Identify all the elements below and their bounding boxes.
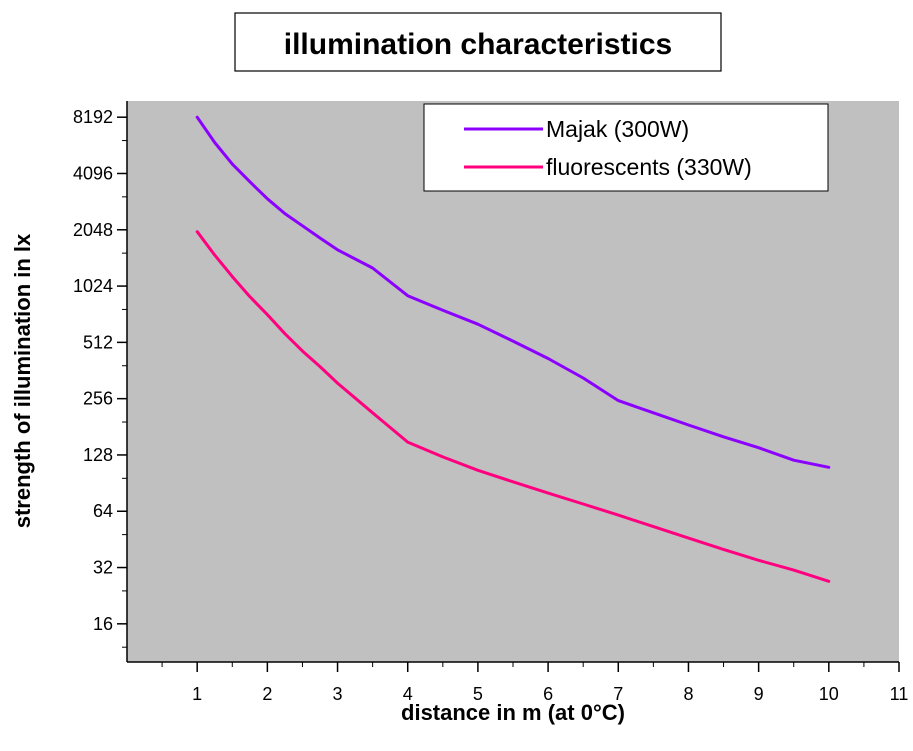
x-tick-label: 4 (403, 684, 413, 704)
x-tick-label: 6 (543, 684, 553, 704)
x-tick-label: 3 (333, 684, 343, 704)
legend-box (423, 103, 829, 192)
y-tick-label: 32 (93, 558, 113, 578)
y-tick-label: 8192 (73, 107, 113, 127)
y-tick-label: 512 (83, 332, 113, 352)
y-axis-label: strength of illumination in lx (10, 233, 35, 528)
legend-label-majak: Majak (300W) (546, 116, 689, 142)
y-tick-label: 64 (93, 501, 113, 521)
legend: Majak (300W) fluorescents (330W) (423, 103, 829, 192)
x-tick-label: 1 (192, 684, 202, 704)
y-tick-label: 2048 (73, 220, 113, 240)
x-tick-label: 10 (819, 684, 839, 704)
title-box (234, 12, 722, 72)
series-lines (195, 115, 831, 583)
y-tick-label: 16 (93, 614, 113, 634)
chart-title: illumination characteristics (284, 28, 672, 61)
series-line-1 (195, 230, 831, 583)
x-tick-label: 11 (890, 684, 909, 704)
x-tick-label: 5 (473, 684, 483, 704)
x-axis-ticks: 1 2 3 4 5 6 7 8 9 10 11 (161, 662, 909, 704)
y-tick-label: 128 (83, 445, 113, 465)
y-tick-label: 1024 (73, 276, 113, 296)
plot-area (127, 101, 899, 662)
series-line-0 (195, 115, 831, 469)
x-tick-label: 8 (683, 684, 693, 704)
y-tick-label: 4096 (73, 163, 113, 183)
y-tick-label: 256 (83, 389, 113, 409)
legend-label-fluorescents: fluorescents (330W) (546, 154, 752, 180)
x-tick-label: 9 (754, 684, 764, 704)
x-tick-label: 7 (613, 684, 623, 704)
y-axis-ticks: 16 32 64 128 256 512 1024 2048 4096 8192 (73, 107, 127, 648)
x-axis-label: distance in m (at 0°C) (401, 700, 625, 725)
x-tick-label: 2 (262, 684, 272, 704)
